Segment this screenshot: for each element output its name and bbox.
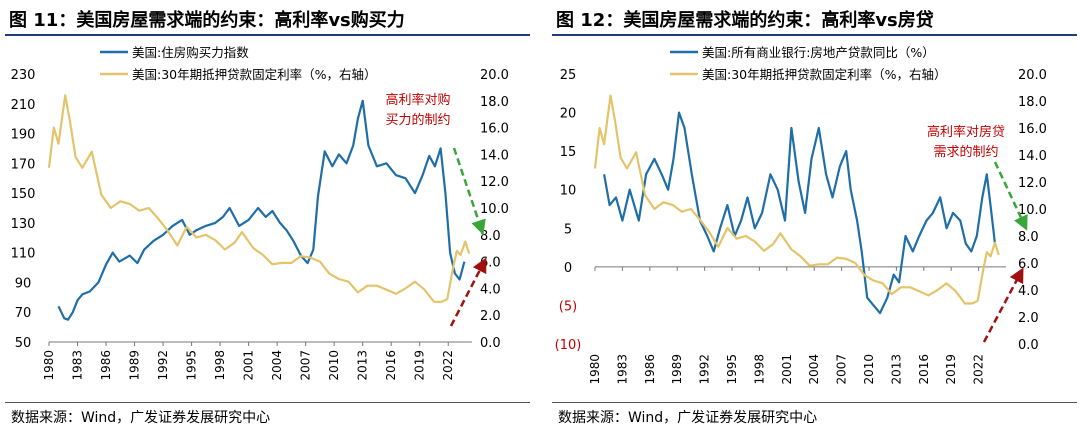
chart-left: 1980 1983 1986 1989 1992 1995 1998 2001 2004 2007… bbox=[11, 45, 509, 381]
y-right-tick-label: 0.0 bbox=[1018, 338, 1039, 353]
bottom-rule bbox=[5, 402, 530, 403]
y-left-tick-label: 5 bbox=[564, 222, 572, 237]
y-left-tick-label: 150 bbox=[11, 187, 36, 202]
x-tick-label: 2001 bbox=[780, 354, 794, 385]
y-left-tick-label: 170 bbox=[11, 157, 36, 172]
x-tick-label: 1995 bbox=[725, 354, 739, 385]
y-right-tick-label: 12.0 bbox=[480, 175, 509, 190]
y-left-tick-label: 130 bbox=[11, 217, 36, 232]
y-left-tick-label: 230 bbox=[11, 68, 36, 83]
x-tick-label: 2016 bbox=[384, 350, 398, 381]
annotation-text: 高利率对房贷 bbox=[927, 124, 1005, 140]
x-tick-label: 1986 bbox=[643, 354, 657, 385]
title-rule bbox=[5, 34, 530, 36]
x-tick-label: 1992 bbox=[156, 350, 170, 381]
x-tick-label: 2007 bbox=[835, 354, 849, 385]
y-right-tick-label: 6.0 bbox=[1018, 257, 1039, 272]
x-tick-label: 2016 bbox=[917, 354, 931, 385]
annotation-text: 需求的制约 bbox=[933, 144, 998, 160]
x-tick-label: 1980 bbox=[588, 354, 602, 385]
source-text-right: 数据来源：Wind，广发证券发展研究中心 bbox=[558, 410, 818, 426]
y-right-tick-label: 4.0 bbox=[480, 282, 501, 297]
y-right-tick-label: 14.0 bbox=[1018, 149, 1047, 164]
y-right-tick-label: 8.0 bbox=[480, 229, 501, 244]
legend-label: 美国:住房购买力指数 bbox=[132, 45, 249, 60]
x-tick-label: 1986 bbox=[99, 350, 113, 381]
x-tick-label: 1989 bbox=[670, 354, 684, 385]
y-right-tick-label: 16.0 bbox=[480, 122, 509, 137]
y-left-tick-label: 110 bbox=[11, 247, 36, 262]
y-left-tick-label: 20 bbox=[560, 107, 577, 122]
red-dashed-arrow bbox=[982, 267, 1024, 343]
y-right-tick-label: 18.0 bbox=[1018, 95, 1047, 110]
y-left-tick-label: (10) bbox=[555, 338, 582, 353]
chart-panel-left: 图 11：美国房屋需求端的约束：高利率vs购买力 1980 1983 1986 198… bbox=[5, 0, 530, 432]
y-left-tick-label: 90 bbox=[15, 276, 32, 291]
x-tick-label: 1998 bbox=[213, 350, 227, 381]
y-right-tick-label: 4.0 bbox=[1018, 284, 1039, 299]
x-tick-label: 1983 bbox=[71, 350, 85, 381]
series-line-1 bbox=[593, 94, 1000, 305]
y-right-tick-label: 18.0 bbox=[480, 95, 509, 110]
y-right-tick-label: 6.0 bbox=[480, 256, 501, 271]
y-left-tick-label: 50 bbox=[15, 336, 32, 351]
title-rule bbox=[552, 34, 1077, 36]
y-right-tick-label: 16.0 bbox=[1018, 122, 1047, 137]
x-tick-label: 1992 bbox=[698, 354, 712, 385]
y-right-tick-label: 14.0 bbox=[480, 148, 509, 163]
x-tick-label: 2004 bbox=[807, 354, 821, 385]
x-tick-label: 2019 bbox=[413, 350, 427, 381]
x-tick-label: 1989 bbox=[128, 350, 142, 381]
green-dashed-arrow bbox=[452, 147, 486, 236]
x-tick-label: 2013 bbox=[889, 354, 903, 385]
green-dashed-arrow bbox=[993, 161, 1028, 231]
y-left-tick-label: 10 bbox=[560, 184, 577, 199]
legend-label: 美国:30年期抵押贷款固定利率（%，右轴） bbox=[702, 67, 947, 82]
x-tick-label: 2010 bbox=[327, 350, 341, 381]
y-left-tick-label: 25 bbox=[560, 68, 577, 83]
x-tick-label: 1980 bbox=[42, 350, 56, 381]
chart-title-right: 图 12：美国房屋需求端的约束：高利率vs房贷 bbox=[556, 10, 934, 31]
annotation-text: 买力的制约 bbox=[385, 112, 450, 128]
chart-title-left: 图 11：美国房屋需求端的约束：高利率vs购买力 bbox=[9, 10, 405, 31]
x-tick-label: 2022 bbox=[441, 350, 455, 381]
y-left-tick-label: (5) bbox=[559, 299, 577, 314]
y-right-tick-label: 12.0 bbox=[1018, 176, 1047, 191]
y-left-tick-label: 210 bbox=[11, 98, 36, 113]
y-right-tick-label: 0.0 bbox=[480, 336, 501, 351]
series-line-0 bbox=[57, 99, 466, 321]
y-left-tick-label: 70 bbox=[15, 306, 32, 321]
x-tick-label: 1995 bbox=[185, 350, 199, 381]
x-tick-label: 2007 bbox=[299, 350, 313, 381]
y-left-tick-label: 15 bbox=[560, 145, 577, 160]
x-tick-label: 2001 bbox=[242, 350, 256, 381]
y-right-tick-label: 2.0 bbox=[1018, 311, 1039, 326]
red-dashed-arrow bbox=[449, 257, 487, 327]
y-right-tick-label: 2.0 bbox=[480, 309, 501, 324]
bottom-rule bbox=[552, 402, 1077, 403]
series-line-0 bbox=[603, 111, 997, 315]
y-right-tick-label: 10.0 bbox=[480, 202, 509, 217]
x-tick-label: 1983 bbox=[615, 354, 629, 385]
x-tick-label: 2010 bbox=[862, 354, 876, 385]
y-left-tick-label: 0 bbox=[564, 261, 572, 276]
y-right-tick-label: 8.0 bbox=[1018, 230, 1039, 245]
y-right-tick-label: 20.0 bbox=[480, 68, 509, 83]
x-tick-label: 2019 bbox=[944, 354, 958, 385]
source-text-left: 数据来源：Wind，广发证券发展研究中心 bbox=[11, 410, 271, 426]
y-right-tick-label: 20.0 bbox=[1018, 68, 1047, 83]
x-tick-label: 2022 bbox=[972, 354, 986, 385]
annotation-text: 高利率对购 bbox=[385, 92, 450, 108]
legend-label: 美国:所有商业银行:房地产贷款同比（%） bbox=[702, 45, 935, 60]
series-line-1 bbox=[47, 94, 471, 303]
x-tick-label: 2013 bbox=[356, 350, 370, 381]
y-right-tick-label: 10.0 bbox=[1018, 203, 1047, 218]
x-tick-label: 1998 bbox=[752, 354, 766, 385]
chart-right: 1980 1983 1986 1989 1992 1995 1998 2001 2004 2007… bbox=[555, 45, 1047, 385]
x-tick-label: 2004 bbox=[270, 350, 284, 381]
legend-label: 美国:30年期抵押贷款固定利率（%，右轴） bbox=[132, 67, 377, 82]
y-left-tick-label: 190 bbox=[11, 128, 36, 143]
chart-panel-right: 图 12：美国房屋需求端的约束：高利率vs房贷 1980 1983 1986 1989… bbox=[552, 0, 1077, 432]
